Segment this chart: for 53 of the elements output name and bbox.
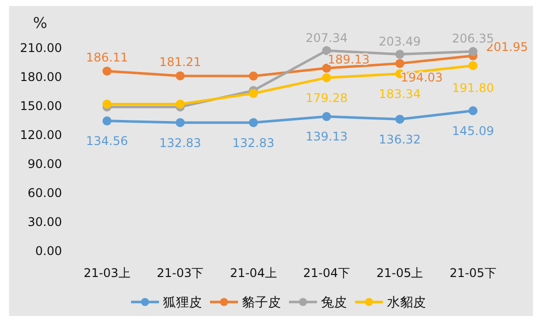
y-axis-title: %	[33, 14, 48, 32]
point	[176, 71, 185, 80]
data-label: 203.49	[378, 34, 421, 48]
y-tick-label: 60.00	[28, 186, 62, 200]
point	[468, 106, 478, 116]
y-tick-label: 150.00	[20, 99, 62, 114]
point	[322, 64, 332, 73]
data-label: 132.83	[232, 136, 274, 150]
point	[468, 61, 478, 70]
y-tick-label: 30.00	[28, 215, 62, 230]
legend-label: 狐狸皮	[163, 296, 202, 311]
x-tick-label: 21-04上	[230, 266, 277, 280]
data-label: 179.28	[306, 90, 348, 105]
point	[322, 46, 332, 56]
x-tick-label: 21-03上	[84, 266, 130, 280]
point	[176, 118, 185, 128]
x-tick-label: 21-03下	[156, 266, 204, 280]
point	[248, 118, 258, 128]
data-label: 191.80	[452, 80, 494, 95]
legend-label: 水貂皮	[387, 296, 426, 311]
legend-label: 貉子皮	[242, 296, 281, 311]
point	[102, 100, 112, 109]
y-tick-label: 180.00	[20, 70, 62, 84]
data-label: 207.34	[306, 30, 348, 45]
data-label: 183.34	[378, 86, 421, 101]
data-label: 134.56	[86, 134, 128, 148]
y-tick-label: 120.00	[20, 128, 62, 142]
point	[322, 112, 332, 122]
x-tick-label: 21-05上	[376, 266, 424, 280]
point	[248, 88, 258, 98]
y-tick-label: 90.00	[28, 157, 62, 172]
data-label: 189.13	[328, 52, 370, 66]
x-tick-label: 21-05下	[450, 266, 496, 280]
data-label: 186.11	[86, 50, 128, 64]
data-label: 194.03	[400, 70, 443, 85]
data-label: 136.32	[378, 132, 421, 146]
point	[102, 116, 112, 126]
data-label: 181.21	[159, 55, 202, 70]
data-label: 132.83	[159, 136, 202, 150]
data-label: 139.13	[306, 130, 348, 144]
point	[248, 72, 258, 81]
y-tick-label: 0.00	[35, 244, 62, 258]
point	[102, 66, 112, 76]
point	[395, 58, 404, 68]
y-tick-label: 210.00	[20, 41, 62, 56]
point	[395, 114, 404, 124]
x-tick-label: 21-04下	[303, 266, 350, 280]
point	[468, 47, 478, 56]
data-label: 145.09	[452, 124, 494, 138]
point	[322, 73, 332, 82]
point	[176, 100, 185, 109]
point	[395, 50, 404, 59]
legend-label: 兔皮	[321, 296, 347, 311]
